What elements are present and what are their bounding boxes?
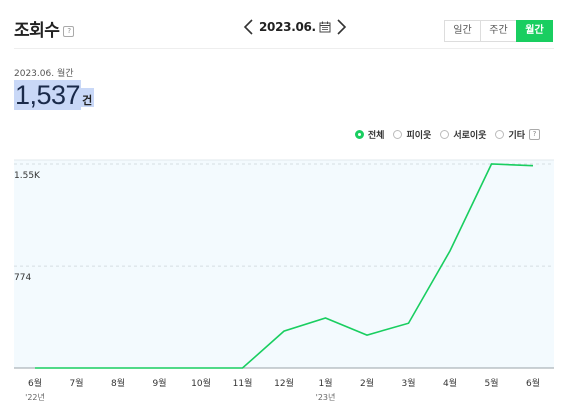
chart-legend: 전체 피이웃 서로이웃 기타 ?	[346, 128, 540, 141]
x-tick-label: 9월	[152, 377, 166, 389]
header-divider	[14, 48, 554, 49]
tab-monthly[interactable]: 월간	[516, 20, 553, 42]
legend-item-mutual[interactable]: 서로이웃	[440, 128, 486, 141]
x-tick-label: 5월	[484, 377, 498, 389]
period-tabs: 일간 주간 월간	[444, 20, 553, 42]
view-count: 1,537	[14, 80, 82, 110]
legend-item-all[interactable]: 전체	[354, 128, 385, 141]
x-year-label: '23년	[316, 392, 336, 402]
legend-item-neighbor[interactable]: 피이웃	[393, 128, 431, 141]
x-tick-label: 1월	[318, 377, 332, 389]
x-tick-label: 2월	[360, 377, 374, 389]
y-tick-label: 1.55K	[14, 171, 41, 181]
radio-selected-icon[interactable]	[354, 130, 364, 139]
view-count-unit: 건	[81, 88, 95, 107]
radio-icon[interactable]	[393, 130, 403, 139]
help-icon[interactable]: ?	[529, 129, 540, 140]
x-tick-label: 12월	[274, 377, 294, 389]
series-line	[35, 163, 534, 369]
x-tick-label: 7월	[69, 377, 83, 389]
x-tick-label: 6월	[28, 377, 42, 389]
radio-icon[interactable]	[495, 130, 505, 139]
x-tick-label: 3월	[401, 377, 415, 389]
help-icon[interactable]: ?	[63, 25, 75, 37]
plot-area	[14, 160, 554, 368]
x-tick-label: 11월	[233, 377, 253, 389]
summary-value: 1,537 건	[14, 80, 95, 111]
y-tick-label: 774	[14, 273, 31, 283]
x-tick-label: 4월	[443, 377, 457, 389]
legend-item-other[interactable]: 기타 ?	[495, 128, 540, 141]
x-year-label: '22년	[25, 392, 45, 402]
legend-label: 피이웃	[406, 131, 432, 141]
current-date: 2023.06.	[259, 20, 316, 34]
legend-label: 전체	[367, 131, 385, 141]
date-navigator: 2023.06.	[242, 18, 348, 36]
x-tick-label: 10월	[191, 377, 211, 389]
chevron-right-icon[interactable]	[334, 18, 348, 36]
legend-label: 기타	[508, 131, 525, 141]
radio-icon[interactable]	[440, 130, 450, 139]
chevron-left-icon[interactable]	[242, 18, 256, 36]
legend-label: 서로이웃	[453, 131, 487, 141]
x-tick-label: 8월	[111, 377, 125, 389]
calendar-icon[interactable]	[319, 21, 331, 33]
title-text: 조회수	[14, 21, 60, 41]
page-title: 조회수?	[14, 16, 75, 41]
x-tick-label: 6월	[526, 377, 540, 389]
summary-period: 2023.06. 월간	[14, 69, 74, 79]
